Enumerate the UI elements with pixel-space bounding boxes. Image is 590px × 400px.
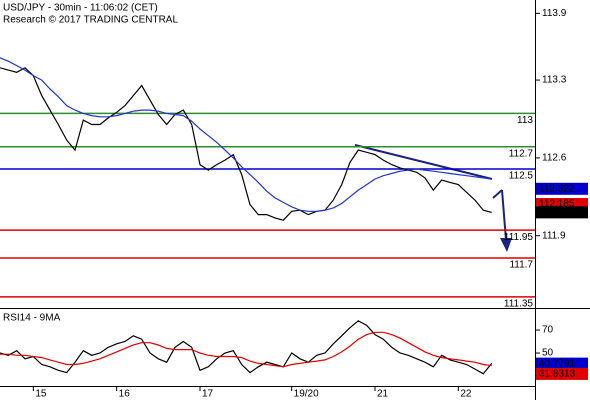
level-label: 113: [517, 115, 533, 126]
rsi-title: RSI14 - 9MA: [3, 313, 61, 324]
trend-line: [354, 144, 493, 180]
price-tag-label: 112.11: [539, 207, 569, 218]
level-label: 111.7: [509, 260, 533, 271]
x-tick-label: 22: [460, 389, 472, 400]
price-tag-label: 31.8313: [539, 369, 576, 380]
forecast-arrow: [501, 189, 507, 241]
price-tag: [536, 182, 588, 195]
level-label: 111.35: [504, 299, 534, 310]
y-tick-label: 50: [542, 348, 554, 359]
arrow-head: [500, 238, 512, 252]
price-tag-label: 112.322: [539, 183, 575, 194]
chart-subtitle: Research © 2017 TRADING CENTRAL: [3, 15, 178, 26]
y-tick-label: 111.9: [542, 230, 566, 241]
y-tick-label: 113.3: [542, 75, 567, 86]
x-tick-label: 21: [377, 389, 389, 400]
x-tick-label: 16: [119, 389, 131, 400]
x-tick-label: 17: [202, 389, 214, 400]
level-label: 112.5: [509, 171, 534, 182]
forecast-arrow: [492, 189, 503, 199]
series-line: [0, 320, 493, 375]
y-tick-label: 70: [542, 325, 554, 336]
chart-title: USD/JPY - 30min - 11:06:02 (CET): [3, 3, 158, 14]
level-label: 112.7: [509, 148, 534, 159]
price-tag: [536, 367, 588, 380]
series-line: [0, 57, 492, 212]
y-tick-label: 112.6: [542, 153, 567, 164]
y-tick-label: 113.9: [542, 8, 567, 19]
price-tag-label: 40.7791: [539, 358, 576, 369]
price-tag: [536, 206, 588, 219]
level-label: 111.95: [504, 232, 534, 243]
series-line: [0, 331, 492, 368]
x-tick-label: 15: [35, 389, 47, 400]
price-tag-label: 112.185: [539, 199, 575, 210]
x-tick-label: 19/20: [294, 389, 319, 400]
price-tag: [536, 357, 588, 370]
